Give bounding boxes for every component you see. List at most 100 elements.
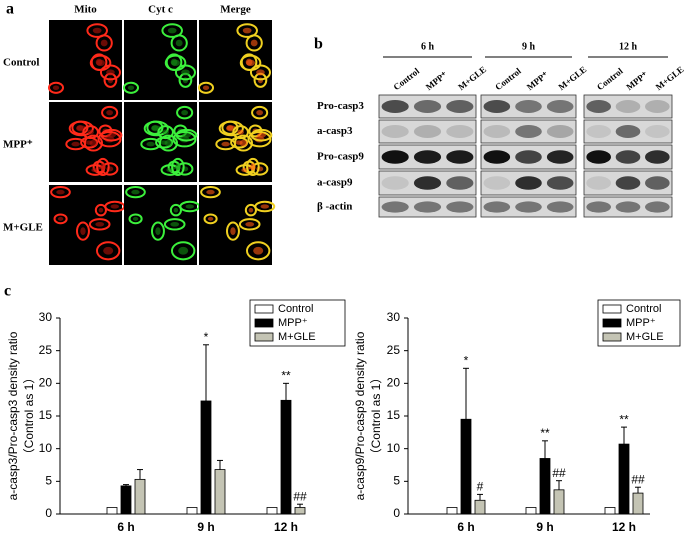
blot-band bbox=[413, 100, 442, 113]
error-bar bbox=[217, 459, 223, 470]
blot-band bbox=[615, 201, 641, 213]
lane-label: Control bbox=[595, 66, 625, 93]
blot-band bbox=[645, 201, 670, 213]
nucleus bbox=[151, 124, 159, 131]
blot-band bbox=[515, 176, 542, 190]
blot-band bbox=[413, 176, 442, 190]
bar bbox=[539, 458, 551, 515]
legend-label: M+GLE bbox=[626, 331, 664, 343]
bar bbox=[525, 507, 537, 515]
nucleus bbox=[146, 141, 155, 147]
nucleus bbox=[256, 69, 265, 76]
blot-band bbox=[645, 125, 670, 138]
lane-label: MPP⁺ bbox=[424, 69, 449, 92]
bar bbox=[106, 507, 118, 515]
nucleus bbox=[248, 207, 254, 213]
blot-band bbox=[546, 125, 574, 138]
blot-band bbox=[483, 201, 511, 213]
cell bbox=[245, 241, 271, 261]
y-tick-label: 25 bbox=[39, 343, 53, 357]
cell bbox=[171, 157, 185, 177]
cell bbox=[246, 157, 260, 177]
blot-band bbox=[381, 125, 409, 138]
y-axis-label: a-casp3/Pro-casp3 density ratio bbox=[6, 331, 20, 500]
nucleus bbox=[95, 221, 105, 227]
nucleus bbox=[226, 124, 234, 131]
nucleus bbox=[181, 110, 189, 116]
significance-mark: ## bbox=[552, 466, 566, 480]
cell bbox=[86, 23, 108, 38]
y-tick-label: 0 bbox=[45, 506, 52, 520]
x-tick-label: 9 h bbox=[197, 520, 214, 533]
cell bbox=[128, 213, 143, 225]
blot-band bbox=[413, 201, 442, 213]
x-tick-label: 9 h bbox=[536, 520, 553, 533]
nucleus bbox=[127, 85, 135, 91]
legend-swatch bbox=[254, 304, 274, 314]
blot-row-label: Pro-casp9 bbox=[317, 151, 364, 163]
nucleus bbox=[175, 39, 183, 47]
row-label: MPP⁺ bbox=[3, 139, 33, 151]
nucleus bbox=[103, 246, 114, 255]
y-tick-label: 10 bbox=[39, 441, 53, 455]
row-label: Control bbox=[3, 57, 39, 69]
blot-band bbox=[546, 150, 574, 164]
significance-mark: ** bbox=[540, 426, 550, 440]
blot-band bbox=[615, 150, 641, 164]
column-label: Cyt c bbox=[148, 4, 173, 16]
error-bar bbox=[621, 426, 627, 445]
cell bbox=[97, 131, 122, 148]
blot-band bbox=[446, 100, 474, 113]
nucleus bbox=[162, 129, 169, 135]
nucleus bbox=[185, 204, 195, 209]
micrograph bbox=[49, 20, 122, 100]
bar bbox=[460, 418, 472, 515]
cell bbox=[249, 64, 271, 81]
nucleus bbox=[173, 207, 179, 213]
y-tick-label: 0 bbox=[393, 506, 400, 520]
cell bbox=[151, 221, 165, 241]
nucleus bbox=[155, 227, 161, 236]
nucleus bbox=[202, 85, 210, 91]
bar bbox=[294, 507, 306, 515]
nucleus bbox=[245, 221, 255, 227]
cell bbox=[176, 105, 194, 120]
panel-label: a bbox=[6, 1, 14, 18]
cell bbox=[82, 125, 99, 140]
blot-band bbox=[413, 125, 442, 138]
legend-label: Control bbox=[626, 303, 661, 315]
blot-band bbox=[446, 125, 474, 138]
panel-label: b bbox=[314, 36, 323, 53]
blot-band bbox=[515, 150, 542, 164]
nucleus bbox=[92, 27, 102, 34]
blot-band bbox=[586, 100, 611, 113]
nucleus bbox=[181, 132, 191, 138]
error-bar bbox=[463, 367, 469, 420]
cell bbox=[76, 221, 90, 241]
error-bar bbox=[283, 382, 289, 401]
cell bbox=[100, 128, 123, 142]
legend-swatch bbox=[602, 304, 622, 314]
blot-band bbox=[546, 100, 574, 113]
cell bbox=[94, 203, 107, 217]
error-bar bbox=[477, 493, 483, 501]
cell bbox=[175, 128, 198, 142]
cell bbox=[232, 125, 249, 140]
cell bbox=[101, 105, 119, 120]
error-bar bbox=[297, 503, 303, 508]
nucleus bbox=[56, 189, 65, 195]
blot-row-label: Pro-casp3 bbox=[317, 100, 364, 112]
column-label: Merge bbox=[220, 4, 251, 16]
lane-label: M+GLE bbox=[654, 64, 685, 92]
lane-label: M+GLE bbox=[557, 64, 589, 92]
time-label: 6 h bbox=[421, 41, 435, 52]
bar bbox=[553, 489, 565, 515]
bar bbox=[214, 469, 226, 515]
nucleus bbox=[80, 227, 86, 236]
row-label: M+GLE bbox=[3, 222, 43, 234]
bar bbox=[266, 507, 278, 515]
significance-mark: ** bbox=[281, 369, 291, 383]
nucleus bbox=[250, 39, 258, 47]
blot-band bbox=[446, 150, 474, 164]
nucleus bbox=[253, 246, 264, 255]
